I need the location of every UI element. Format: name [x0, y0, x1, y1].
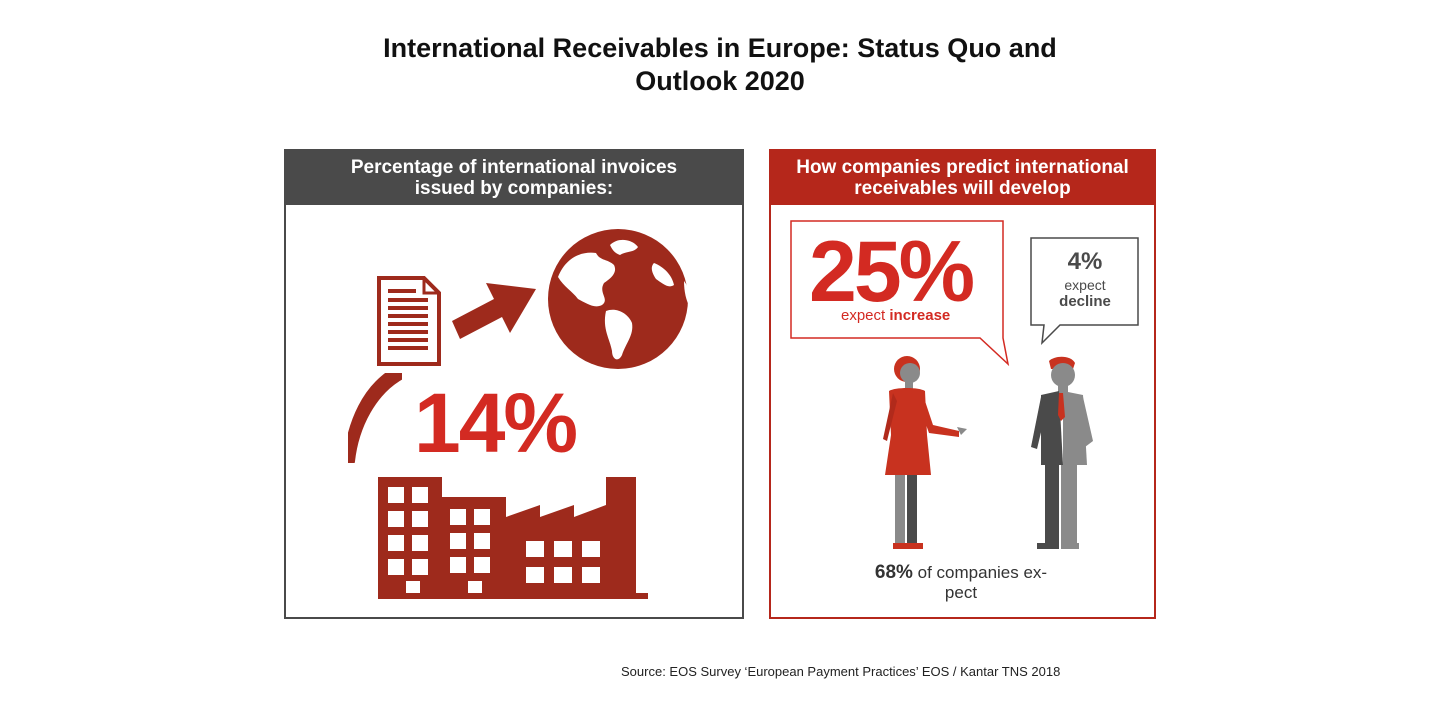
- decline-percentage: 4%: [1067, 248, 1103, 275]
- increase-label-prefix: expect: [841, 307, 890, 324]
- arrow-right-icon: [452, 283, 536, 339]
- title-line-1: International Receivables in Europe: Sta…: [383, 33, 1057, 63]
- majority-percentage: 68%: [874, 562, 913, 583]
- decline-speech-bubble: [1030, 237, 1139, 346]
- right-header-line-1: How companies predict international: [796, 157, 1129, 178]
- decline-label-line-1: expect: [1064, 277, 1106, 293]
- increase-speech-bubble: [790, 220, 1010, 367]
- left-header-line-1: Percentage of international invoices: [350, 157, 678, 178]
- increase-percentage: 25%: [809, 224, 975, 320]
- left-header-line-2: issued by companies:: [414, 178, 614, 199]
- right-header-line-2: receivables will develop: [854, 178, 1071, 199]
- globe-icon: [548, 229, 692, 369]
- international-invoices-percentage: 14%: [414, 376, 578, 470]
- document-icon: [377, 276, 441, 366]
- majority-text-line-2: pect: [944, 583, 978, 602]
- right-panel-header: How companies predict international rece…: [771, 151, 1154, 205]
- factory-icon: [378, 477, 648, 599]
- page-title: International Receivables in Europe: Sta…: [0, 32, 1440, 98]
- decline-label-line-2: decline: [1059, 293, 1111, 310]
- increase-label: expect increase: [841, 307, 950, 324]
- increase-label-bold: increase: [889, 307, 951, 324]
- title-line-2: Outlook 2020: [635, 66, 805, 96]
- receivables-outlook-panel: How companies predict international rece…: [769, 149, 1156, 619]
- businesswoman-icon: [883, 356, 967, 549]
- majority-text-line-1: of companies ex-: [912, 563, 1048, 582]
- businessman-icon: [1031, 356, 1093, 549]
- majority-caption: 68% of companies ex- pect: [831, 563, 1091, 603]
- left-panel-header: Percentage of international invoices iss…: [286, 151, 742, 205]
- international-invoices-panel: Percentage of international invoices iss…: [284, 149, 744, 619]
- source-note: Source: EOS Survey ‘European Payment Pra…: [621, 664, 1061, 679]
- swoosh-decoration: [348, 373, 402, 463]
